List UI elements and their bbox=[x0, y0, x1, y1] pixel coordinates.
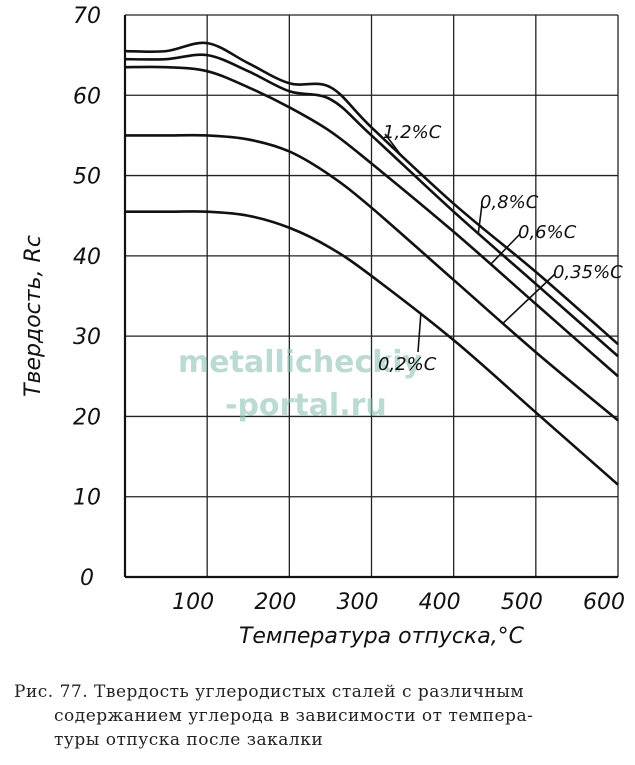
caption-line-2: содержанием углерода в зависимости от те… bbox=[54, 706, 534, 726]
y-tick-label: 70 bbox=[73, 4, 101, 29]
series-label-4: 0,35%C bbox=[553, 262, 623, 283]
y-axis-label: Твердость, Rc bbox=[21, 235, 46, 397]
series-line-5 bbox=[124, 210, 619, 486]
y-tick-label: 30 bbox=[73, 325, 101, 350]
x-axis-label: Температура отпуска,°C bbox=[239, 624, 525, 649]
series-line-4 bbox=[125, 133, 619, 422]
x-tick-label: 300 bbox=[337, 590, 379, 615]
plot-frame bbox=[123, 15, 618, 579]
y-tick-label: 20 bbox=[73, 405, 101, 430]
figure-caption: Рис. 77. Твердость углеродистых сталей с… bbox=[14, 680, 624, 752]
caption-line-3: туры отпуска после закалки bbox=[54, 730, 324, 750]
hardness-chart: 0 10 20 30 40 50 60 70 100 200 300 400 500 600 metal… bbox=[21, 4, 625, 649]
series-leader-2 bbox=[477, 203, 483, 234]
x-tick-label: 600 bbox=[583, 590, 625, 615]
x-tick-labels: 100 200 300 400 500 600 bbox=[172, 590, 625, 615]
series-lines bbox=[124, 41, 619, 486]
y-tick-label: 40 bbox=[73, 245, 101, 270]
series-leader-5 bbox=[417, 314, 422, 353]
caption-line-1: Рис. 77. Твердость углеродистых сталей с… bbox=[14, 682, 525, 702]
series-label-1: 1,2%C bbox=[383, 122, 442, 143]
watermark: metallicheckiy -portal.ru bbox=[178, 345, 423, 423]
series-leader-3 bbox=[490, 233, 521, 265]
y-tick-label: 60 bbox=[73, 84, 101, 109]
series-label-3: 0,6%C bbox=[518, 222, 577, 243]
watermark-line-2: -portal.ru bbox=[225, 388, 387, 423]
series-line-1 bbox=[124, 41, 619, 346]
series-line-2 bbox=[124, 53, 619, 358]
series-leader-1 bbox=[384, 133, 401, 155]
watermark-line-1: metallicheckiy bbox=[178, 345, 423, 380]
x-tick-label: 200 bbox=[254, 590, 296, 615]
series-labels: 1,2%C 0,8%C 0,6%C 0,35%C 0,2%C bbox=[378, 122, 623, 375]
x-tick-label: 400 bbox=[419, 590, 461, 615]
series-label-2: 0,8%C bbox=[480, 192, 539, 213]
y-tick-label: 50 bbox=[73, 165, 101, 190]
y-tick-label: 10 bbox=[73, 486, 101, 511]
y-tick-label: 0 bbox=[80, 566, 94, 591]
x-tick-label: 100 bbox=[172, 590, 214, 615]
series-leader-4 bbox=[502, 273, 556, 324]
grid bbox=[124, 14, 619, 578]
x-tick-label: 500 bbox=[501, 590, 543, 615]
y-tick-labels: 0 10 20 30 40 50 60 70 bbox=[73, 4, 101, 591]
series-line-3 bbox=[124, 65, 619, 378]
series-label-5: 0,2%C bbox=[378, 354, 437, 375]
